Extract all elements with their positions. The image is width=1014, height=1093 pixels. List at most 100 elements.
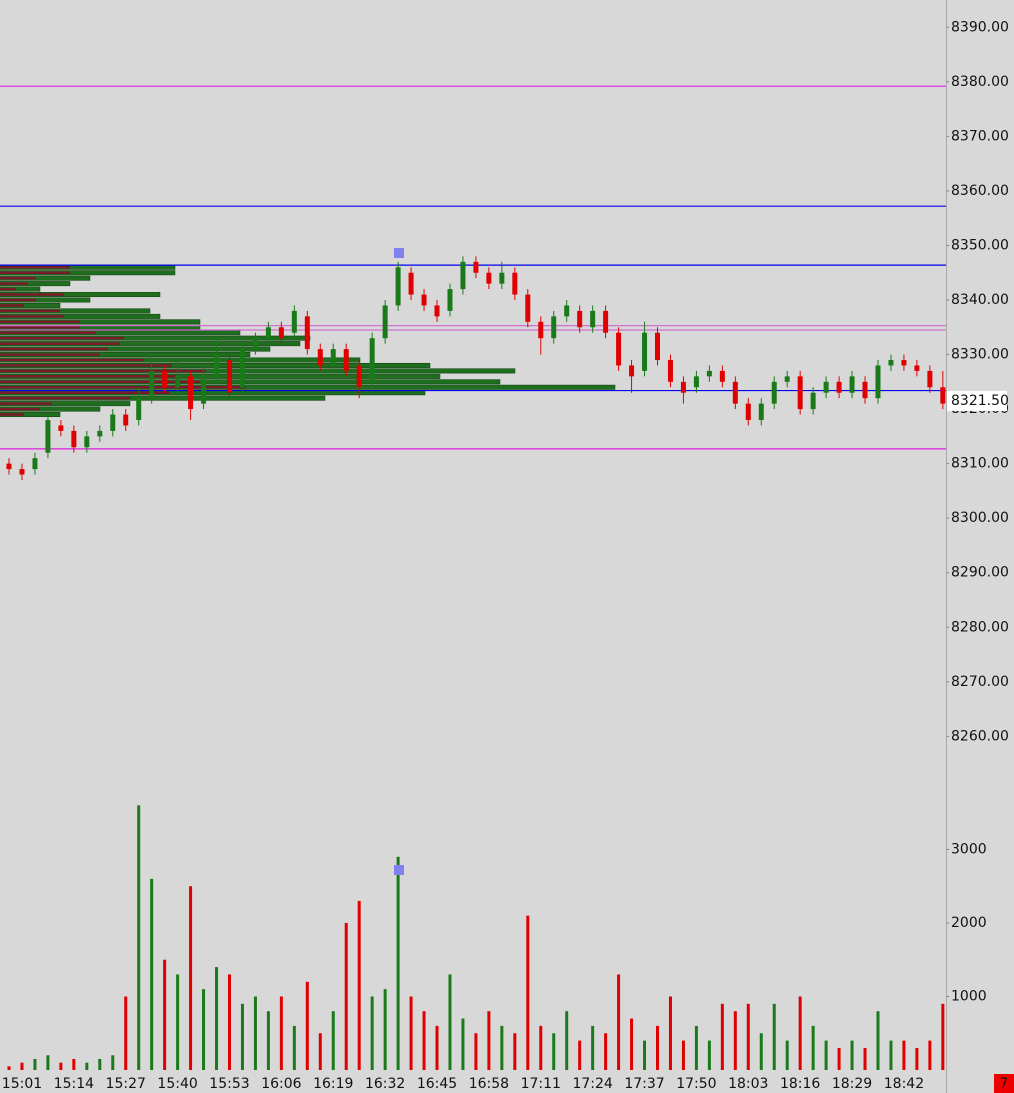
- volume-bar: [591, 1025, 595, 1070]
- volume-bar: [617, 974, 621, 1070]
- profile-bar-inner: [0, 364, 172, 367]
- volume-bar: [33, 1058, 37, 1070]
- candle-body: [304, 316, 310, 350]
- candle-body: [875, 365, 881, 399]
- candle-body: [382, 305, 388, 339]
- x-tick-label: 15:53: [209, 1076, 249, 1092]
- volume-profile: [0, 264, 616, 418]
- y-tick-label: 8360.00: [951, 183, 1009, 199]
- profile-bar-inner: [0, 336, 124, 340]
- profile-bar: [0, 412, 61, 418]
- volume-bar: [435, 1025, 439, 1070]
- candle-body: [123, 414, 129, 426]
- candle-body: [927, 370, 933, 388]
- x-tick-label: 18:42: [884, 1076, 924, 1092]
- volume-bar: [720, 1003, 724, 1070]
- candle-body: [590, 310, 596, 328]
- x-tick-label: 15:40: [157, 1076, 197, 1092]
- volume-bar: [578, 1040, 582, 1070]
- volume-bar: [785, 1040, 789, 1070]
- candle-body: [810, 392, 816, 410]
- x-tick-label: 16:32: [365, 1076, 405, 1092]
- x-tick-label: 18:16: [780, 1076, 820, 1092]
- profile-bar-inner: [0, 309, 60, 313]
- profile-bar-inner: [0, 391, 170, 394]
- volume-bar: [72, 1058, 76, 1070]
- profile-bar: [0, 395, 326, 401]
- candle-body: [577, 310, 583, 328]
- candle-body: [6, 463, 12, 470]
- profile-bar-inner: [0, 380, 200, 384]
- candle-body: [849, 376, 855, 393]
- profile-bar: [0, 352, 251, 358]
- profile-bar: [0, 384, 616, 390]
- candle-body: [97, 430, 103, 437]
- candle-body: [252, 338, 258, 350]
- profile-bar: [0, 292, 161, 298]
- volume-bar: [59, 1062, 63, 1070]
- candle-body: [317, 349, 323, 366]
- candle-body: [330, 349, 336, 366]
- profile-bar: [0, 373, 441, 379]
- candle-body: [512, 272, 518, 295]
- candle-body: [58, 425, 64, 431]
- badge-text: 7: [1000, 1077, 1008, 1092]
- volume-bar: [539, 1025, 543, 1070]
- candle-body: [434, 305, 440, 317]
- candle-body: [538, 321, 544, 339]
- volume-tick-label: 1000: [951, 988, 987, 1004]
- candle-body: [71, 430, 77, 448]
- candle-body: [45, 420, 51, 453]
- candle-body: [525, 294, 531, 322]
- candle-body: [564, 305, 570, 317]
- profile-bar-inner: [0, 293, 64, 296]
- volume-bar: [915, 1047, 919, 1070]
- y-tick-label: 8290.00: [951, 565, 1009, 581]
- x-tick-label: 15:14: [54, 1076, 94, 1092]
- profile-bar-inner: [0, 271, 70, 274]
- badge: [994, 1074, 1014, 1093]
- profile-bar: [0, 341, 301, 347]
- volume-bar: [565, 1011, 569, 1070]
- volume-bar: [422, 1011, 426, 1070]
- volume-bar: [863, 1047, 867, 1070]
- candle-body: [719, 370, 725, 382]
- profile-bar-inner: [0, 358, 144, 362]
- profile-bar-inner: [0, 331, 96, 334]
- volume-bar: [461, 1018, 465, 1070]
- volume-bar: [474, 1033, 478, 1070]
- volume-bar: [227, 974, 231, 1070]
- volume-bar: [46, 1055, 50, 1070]
- profile-bar-inner: [0, 320, 80, 324]
- volume-bar: [396, 856, 400, 1070]
- x-tick-label: 16:19: [313, 1076, 353, 1092]
- profile-bar: [0, 308, 151, 314]
- volume-bar: [643, 1040, 647, 1070]
- candle-body: [732, 381, 738, 404]
- volume-bar: [240, 1003, 244, 1070]
- profile-bar: [0, 357, 361, 363]
- candle-body: [278, 327, 284, 339]
- volume-bar: [513, 1033, 517, 1070]
- candle-body: [680, 381, 686, 393]
- candle-body: [201, 376, 207, 404]
- candle-body: [758, 403, 764, 420]
- candle-body: [226, 360, 232, 393]
- candle-body: [188, 376, 194, 410]
- candle-body: [745, 403, 751, 420]
- y-tick-label: 8330.00: [951, 347, 1009, 363]
- volume-bar: [500, 1025, 504, 1070]
- volume-bar: [656, 1025, 659, 1070]
- x-tick-label: 17:50: [676, 1076, 716, 1092]
- x-tick-label: 17:24: [572, 1076, 612, 1092]
- volume-bar: [707, 1040, 711, 1070]
- y-tick-label: 8350.00: [951, 237, 1009, 253]
- volume-bar: [526, 915, 530, 1070]
- y-tick-label: 8380.00: [951, 74, 1009, 90]
- y-tick-label: 8270.00: [951, 674, 1009, 690]
- profile-bar-inner: [0, 315, 64, 318]
- candle-body: [862, 381, 868, 399]
- levels: [0, 85, 946, 450]
